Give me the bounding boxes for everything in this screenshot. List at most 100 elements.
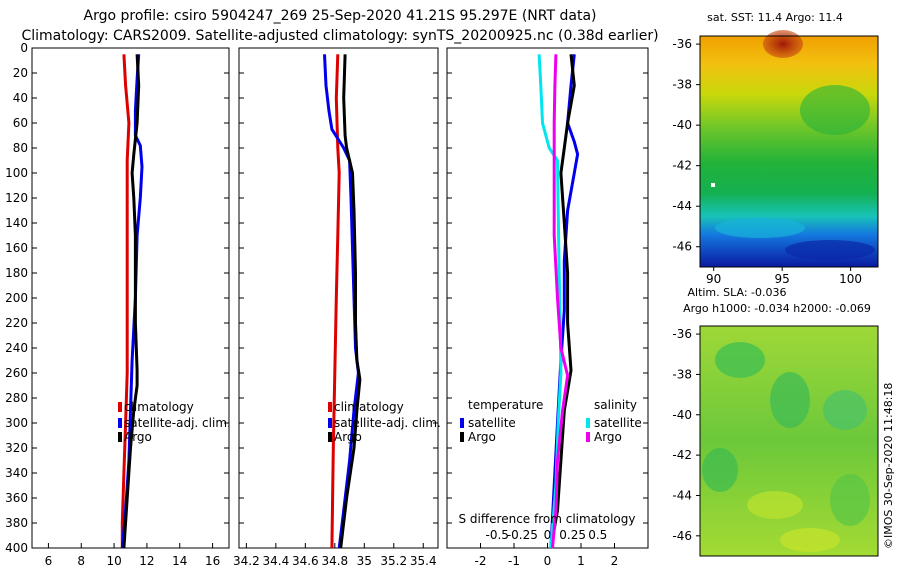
legend-marker-argo bbox=[328, 432, 332, 442]
difference-x-ticks: -2 -1 0 1 2 -0.5-0.25 0 0.25 0.5 bbox=[447, 47, 648, 568]
difference-panel: -2 -1 0 1 2 -0.5-0.25 0 0.25 0.5 temperature sat… bbox=[446, 47, 649, 568]
x-tick-label: 8 bbox=[77, 554, 85, 568]
depth-tick-label: 80 bbox=[13, 141, 28, 155]
depth-tick-label: 340 bbox=[5, 466, 28, 480]
sla-map-title: Altim. SLA: -0.036 bbox=[687, 286, 786, 299]
depth-tick-label: 40 bbox=[13, 91, 28, 105]
secondary-x-tick-label: -0.5 bbox=[486, 528, 509, 542]
lon-tick-label: 90 bbox=[706, 272, 721, 286]
depth-tick-label: 140 bbox=[5, 216, 28, 230]
sla-patch bbox=[780, 528, 840, 552]
depth-axis: 0 20 40 60 80 100 120 140 160 180 200 220 240 260 280 3… bbox=[5, 41, 28, 555]
sst-map-frame bbox=[699, 35, 879, 268]
x-tick-label: 12 bbox=[139, 554, 154, 568]
series-line-salinity-argo bbox=[551, 54, 570, 549]
legend-label-climatology: climatology bbox=[334, 400, 404, 414]
legend-marker-temp-satellite bbox=[460, 418, 464, 428]
legend-marker-sal-argo bbox=[586, 432, 590, 442]
legend-label-temp-satellite: satellite bbox=[468, 416, 516, 430]
x-tick-label: 1 bbox=[577, 554, 585, 568]
x-tick-label: 14 bbox=[172, 554, 187, 568]
x-tick-label: -1 bbox=[508, 554, 520, 568]
sla-map-subtitle: Argo h1000: -0.034 h2000: -0.069 bbox=[683, 302, 871, 315]
series-line-salinity-satellite bbox=[537, 54, 563, 549]
lat-tick-label: -36 bbox=[672, 37, 692, 51]
title-line1: Argo profile: csiro 5904247_269 25-Sep-2… bbox=[84, 8, 597, 24]
depth-tick-label: 240 bbox=[5, 341, 28, 355]
series-line-argo bbox=[339, 54, 362, 549]
difference-panel-frame bbox=[446, 47, 649, 549]
depth-tick-label: 400 bbox=[5, 541, 28, 555]
legend-label-argo: Argo bbox=[124, 430, 152, 444]
x-tick-label: 34.8 bbox=[321, 554, 348, 568]
sst-map-y-ticks: -36 -38 -40 -42 -44 -46 bbox=[672, 37, 700, 254]
legend-label-satellite: satellite-adj. clim. bbox=[124, 416, 231, 430]
depth-tick-label: 260 bbox=[5, 366, 28, 380]
lat-tick-label: -46 bbox=[672, 529, 692, 543]
sla-map-frame bbox=[699, 325, 879, 557]
sst-patch bbox=[785, 240, 875, 260]
depth-tick-label: 300 bbox=[5, 416, 28, 430]
sst-map-title: sat. SST: 11.4 Argo: 11.4 bbox=[707, 11, 843, 24]
temperature-legend: climatology satellite-adj. clim. Argo bbox=[118, 400, 231, 444]
depth-tick-label: 380 bbox=[5, 516, 28, 530]
salinity-legend: climatology satellite-adj. clim. Argo bbox=[328, 400, 441, 444]
sla-patch bbox=[747, 491, 803, 519]
sst-map-x-ticks: 90 95 100 bbox=[706, 267, 862, 286]
salinity-x-ticks: 34.2 34.4 34.6 34.8 35 35.2 35.4 bbox=[233, 47, 438, 568]
temperature-panel: 0 20 40 60 80 100 120 140 160 180 200 220 240 260 280 3… bbox=[5, 41, 231, 568]
credit-text: ©IMOS 30-Sep-2020 11:48:18 bbox=[882, 383, 895, 549]
secondary-x-tick-label: 0.25 bbox=[559, 528, 586, 542]
secondary-x-tick-label: -0.25 bbox=[507, 528, 538, 542]
series-line-climatology bbox=[120, 54, 131, 548]
depth-tick-label: 320 bbox=[5, 441, 28, 455]
legend-label-satellite: satellite-adj. clim. bbox=[334, 416, 441, 430]
difference-lines bbox=[537, 54, 580, 549]
difference-legend: temperature satellite Argo salinity sate… bbox=[459, 398, 642, 526]
x-tick-label: 0 bbox=[544, 554, 552, 568]
salinity-panel: 34.2 34.4 34.6 34.8 35 35.2 35.4 climatology s… bbox=[233, 47, 441, 568]
x-tick-label: 35.2 bbox=[380, 554, 407, 568]
secondary-x-tick-label: 0.5 bbox=[588, 528, 607, 542]
x-tick-label: 34.4 bbox=[262, 554, 289, 568]
x-tick-label: 35 bbox=[357, 554, 372, 568]
depth-tick-label: 360 bbox=[5, 491, 28, 505]
lat-tick-label: -40 bbox=[672, 118, 692, 132]
lat-tick-label: -42 bbox=[672, 159, 692, 173]
lon-tick-label: 100 bbox=[839, 272, 862, 286]
secondary-x-tick-label: 0 bbox=[544, 528, 552, 542]
depth-tick-label: 220 bbox=[5, 316, 28, 330]
series-line-satellite-adj-clim- bbox=[323, 54, 360, 549]
legend-label-climatology: climatology bbox=[124, 400, 194, 414]
sla-patch bbox=[770, 372, 810, 428]
lat-tick-label: -46 bbox=[672, 240, 692, 254]
sst-warm-patch bbox=[763, 30, 803, 58]
salinity-lines bbox=[323, 54, 362, 549]
lat-tick-label: -44 bbox=[672, 488, 692, 502]
legend-label-sal-argo: Argo bbox=[594, 430, 622, 444]
legend-marker-climatology bbox=[118, 402, 122, 412]
legend-title-temperature: temperature bbox=[468, 398, 543, 412]
sla-map: Altim. SLA: -0.036 Argo h1000: -0.034 h2… bbox=[672, 286, 879, 557]
series-line-climatology bbox=[330, 54, 341, 549]
legend-marker-argo bbox=[118, 432, 122, 442]
argo-position-marker bbox=[711, 183, 715, 187]
sla-patch bbox=[830, 474, 870, 526]
lat-tick-label: -40 bbox=[672, 408, 692, 422]
lat-tick-label: -36 bbox=[672, 327, 692, 341]
x-tick-label: 16 bbox=[205, 554, 220, 568]
legend-marker-climatology bbox=[328, 402, 332, 412]
depth-tick-label: 20 bbox=[13, 66, 28, 80]
depth-tick-label: 120 bbox=[5, 191, 28, 205]
x-tick-label: 35.4 bbox=[410, 554, 437, 568]
x-tick-label: -2 bbox=[475, 554, 487, 568]
legend-marker-temp-argo bbox=[460, 432, 464, 442]
sla-map-y-ticks: -36 -38 -40 -42 -44 -46 bbox=[672, 327, 700, 543]
sst-patch bbox=[800, 85, 870, 135]
temperature-panel-frame bbox=[31, 47, 230, 549]
sst-patch bbox=[715, 218, 805, 238]
legend-label-sal-satellite: satellite bbox=[594, 416, 642, 430]
depth-tick-label: 200 bbox=[5, 291, 28, 305]
temperature-x-ticks: 6 8 10 12 14 16 bbox=[32, 47, 229, 568]
depth-tick-label: 280 bbox=[5, 391, 28, 405]
